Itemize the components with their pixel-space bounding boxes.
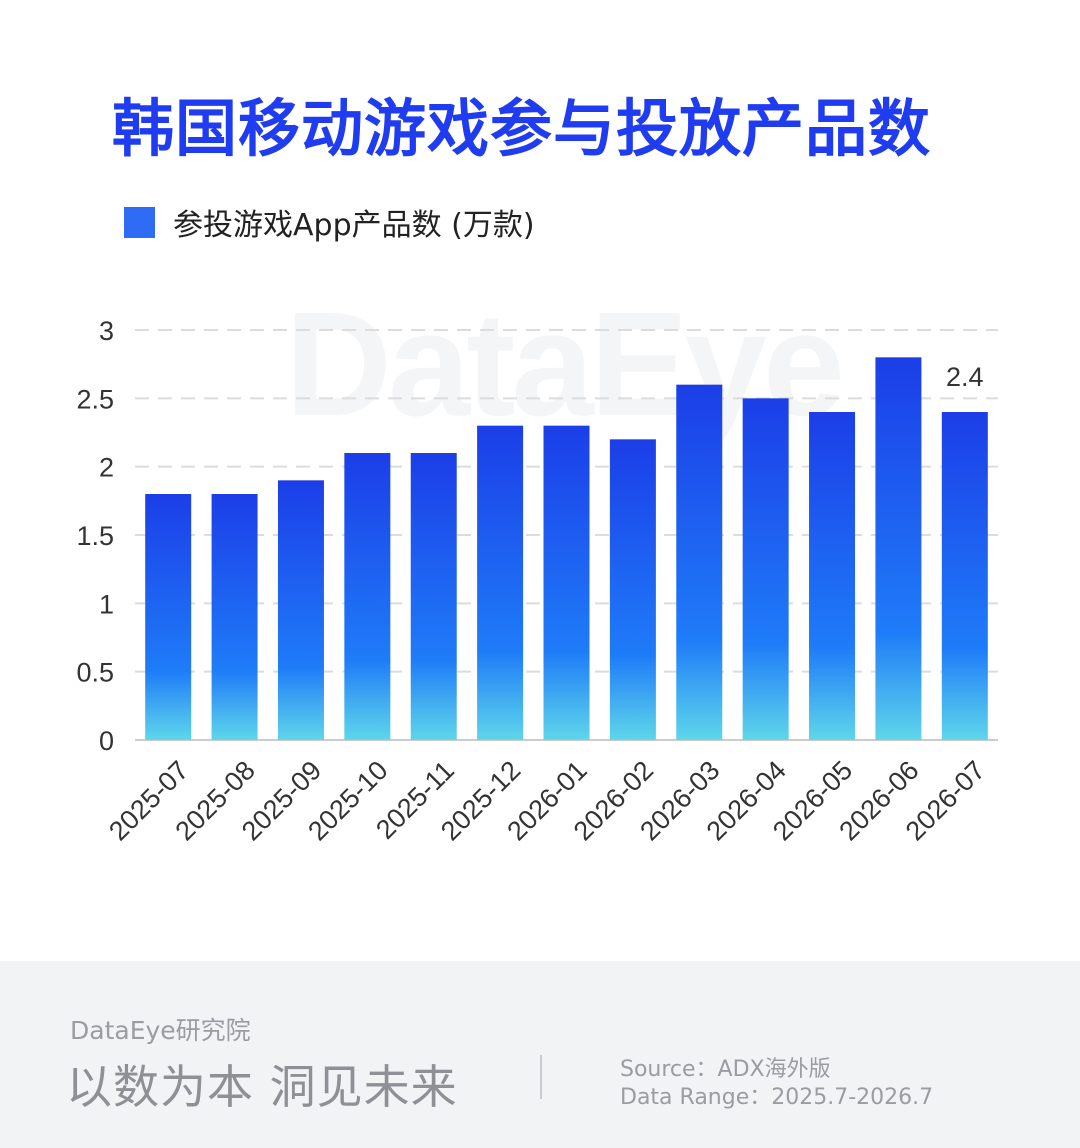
legend-label: 参投游戏App产品数 (万款) [173, 208, 535, 243]
bar [277, 480, 324, 740]
y-tick-label: 2.5 [76, 384, 114, 414]
footer-brand: DataEye研究院 [70, 1016, 251, 1045]
bars [145, 357, 988, 740]
bar [809, 412, 856, 740]
bar [609, 439, 656, 740]
bar [543, 425, 590, 740]
footer-divider [540, 1055, 542, 1099]
bar [145, 494, 192, 740]
bar-chart: 0 0.5 1 1.5 2 2.5 3 2025-072025-082025-092025-… [76, 316, 998, 846]
footer-range: Data Range：2025.7-2026.7 [620, 1085, 934, 1110]
y-tick-label: 3 [99, 316, 114, 346]
legend-swatch [124, 206, 155, 238]
bar [941, 412, 988, 740]
y-axis-ticks: 0 0.5 1 1.5 2 2.5 3 [76, 316, 114, 756]
bar [477, 425, 524, 740]
bar [676, 384, 723, 740]
data-label: 2.4 [946, 362, 984, 392]
footer: DataEye研究院 以数为本 洞见未来 Source：ADX海外版 Data … [0, 961, 1080, 1148]
y-tick-label: 2 [99, 453, 114, 483]
bar [211, 494, 258, 740]
y-tick-label: 1 [99, 589, 114, 619]
footer-slogan: 以数为本 洞见未来 [66, 1060, 458, 1114]
bar [410, 453, 457, 740]
data-labels: 2.4 [946, 362, 984, 392]
bar [875, 357, 922, 740]
x-axis-ticks: 2025-072025-082025-092025-102025-112025-… [103, 755, 991, 846]
bar [742, 398, 789, 740]
chart-title: 韩国移动游戏参与投放产品数 [112, 92, 932, 165]
y-tick-label: 0.5 [76, 658, 114, 688]
legend: 参投游戏App产品数 (万款) [124, 200, 535, 244]
y-tick-label: 1.5 [76, 521, 114, 551]
bar [344, 453, 391, 740]
footer-source: Source：ADX海外版 [620, 1057, 831, 1082]
y-tick-label: 0 [99, 726, 114, 756]
